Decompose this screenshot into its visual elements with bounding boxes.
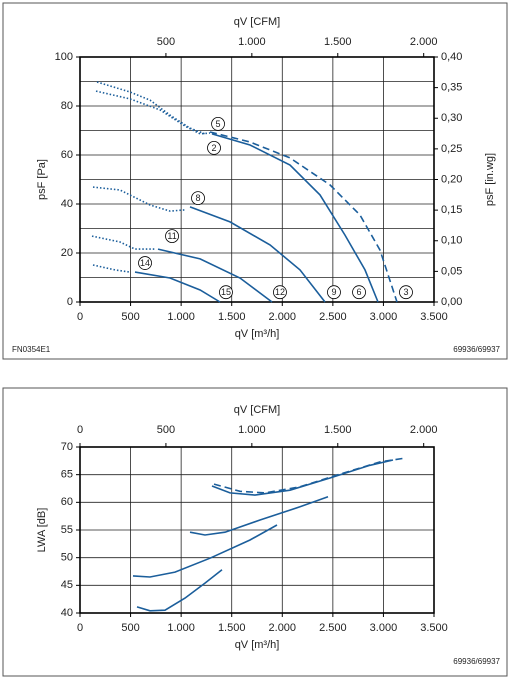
y2-tick-label: 0,25 [441, 143, 462, 155]
y-tick-label: 100 [55, 51, 73, 63]
y2-tick-label: 0,00 [441, 296, 462, 308]
x-tick-label: 1.000 [167, 311, 195, 323]
x2-axis-label: qV [CFM] [234, 16, 280, 28]
curve [189, 206, 326, 303]
y-tick-label: 40 [61, 198, 73, 210]
x2-tick-label: 1.000 [238, 424, 266, 436]
x-tick-label: 2.500 [319, 622, 347, 634]
y2-tick-label: 0,40 [441, 51, 462, 63]
curve-marker [219, 285, 233, 300]
curve-marker-label: 9 [331, 287, 336, 297]
curve [92, 264, 131, 273]
y2-tick-label: 0,05 [441, 265, 462, 277]
x-tick-label: 3.500 [420, 622, 448, 634]
y-tick-label: 55 [61, 524, 73, 536]
x-tick-label: 1.500 [218, 622, 246, 634]
x-tick-label: 2.500 [319, 311, 347, 323]
curve-marker-label: 11 [167, 231, 176, 241]
curve-marker [138, 256, 152, 270]
x-tick-label: 2.000 [269, 622, 297, 634]
curve [189, 496, 329, 536]
curve [211, 459, 394, 496]
y2-tick-label: 0,20 [441, 173, 462, 185]
curve-marker [165, 229, 179, 243]
curve-marker-label: 14 [140, 258, 150, 268]
y-tick-label: 20 [61, 247, 73, 259]
y2-tick-label: 0,10 [441, 235, 462, 247]
curve-marker [191, 191, 205, 206]
y-tick-label: 0 [67, 296, 73, 308]
y2-axis-label: psF [in.wg] [484, 153, 496, 206]
x2-tick-label: 1.000 [238, 36, 266, 48]
curve [91, 235, 155, 250]
curve [157, 248, 273, 303]
y-tick-label: 50 [61, 552, 73, 564]
curve [209, 131, 398, 303]
x2-tick-label: 2.000 [410, 424, 438, 436]
curve-marker-label: 6 [357, 287, 362, 297]
curve-marker [273, 285, 287, 300]
x-axis-label: qV [m³/h] [235, 328, 280, 340]
panel-frame [2, 387, 508, 677]
curve [136, 569, 223, 612]
footer-code: FN0354E1 [12, 345, 51, 354]
x-tick-label: 0 [77, 622, 83, 634]
y-tick-label: 60 [61, 149, 73, 161]
y-tick-label: 60 [61, 496, 73, 508]
x-tick-label: 1.000 [167, 622, 195, 634]
y-tick-label: 45 [61, 579, 73, 591]
curve [211, 133, 379, 303]
y-tick-label: 70 [61, 441, 73, 453]
x-tick-label: 3.000 [370, 622, 398, 634]
y-axis-label: psF [Pa] [36, 159, 48, 200]
curve [92, 186, 186, 212]
x-tick-label: 500 [121, 622, 139, 634]
footer-code: 69936/69937 [453, 657, 500, 666]
curve [134, 271, 221, 303]
y2-tick-label: 0,30 [441, 112, 462, 124]
x2-tick-label: 1.500 [324, 424, 352, 436]
y2-tick-label: 0,15 [441, 204, 462, 216]
curve [96, 81, 206, 135]
curve-marker-label: 2 [212, 143, 217, 153]
x-tick-label: 1.500 [218, 311, 246, 323]
curve-marker [399, 285, 413, 300]
y2-tick-label: 0,35 [441, 82, 462, 94]
curve-marker [352, 285, 366, 300]
y-axis-label: LWA [dB] [36, 508, 48, 553]
y-tick-label: 80 [61, 100, 73, 112]
curve-marker [211, 116, 225, 131]
x-tick-label: 500 [121, 311, 139, 323]
curve-marker-label: 8 [196, 193, 201, 203]
x2-tick-label: 500 [157, 36, 175, 48]
curve [132, 524, 278, 578]
curve-marker [327, 285, 341, 300]
x2-tick-label: 2.000 [410, 36, 438, 48]
x2-tick-label: 1.500 [324, 36, 352, 48]
x-tick-label: 3.500 [420, 311, 448, 323]
x-axis-label: qV [m³/h] [235, 639, 280, 651]
curve [95, 90, 211, 135]
x2-axis-label: qV [CFM] [234, 404, 280, 416]
curve-marker-label: 15 [221, 287, 231, 297]
curve-marker [207, 140, 221, 155]
x2-tick-label: 0 [77, 424, 83, 436]
x2-tick-label: 500 [157, 424, 175, 436]
panel-frame [2, 2, 508, 360]
y-tick-label: 40 [61, 607, 73, 619]
x-tick-label: 0 [77, 311, 83, 323]
footer-code: 69936/69937 [453, 345, 500, 354]
x-tick-label: 3.000 [370, 311, 398, 323]
x-tick-label: 2.000 [269, 311, 297, 323]
curve-marker-label: 12 [275, 287, 285, 297]
curve-marker-label: 3 [403, 287, 408, 297]
y-tick-label: 65 [61, 469, 73, 481]
curve-marker-label: 5 [216, 119, 221, 129]
curve [213, 457, 406, 494]
